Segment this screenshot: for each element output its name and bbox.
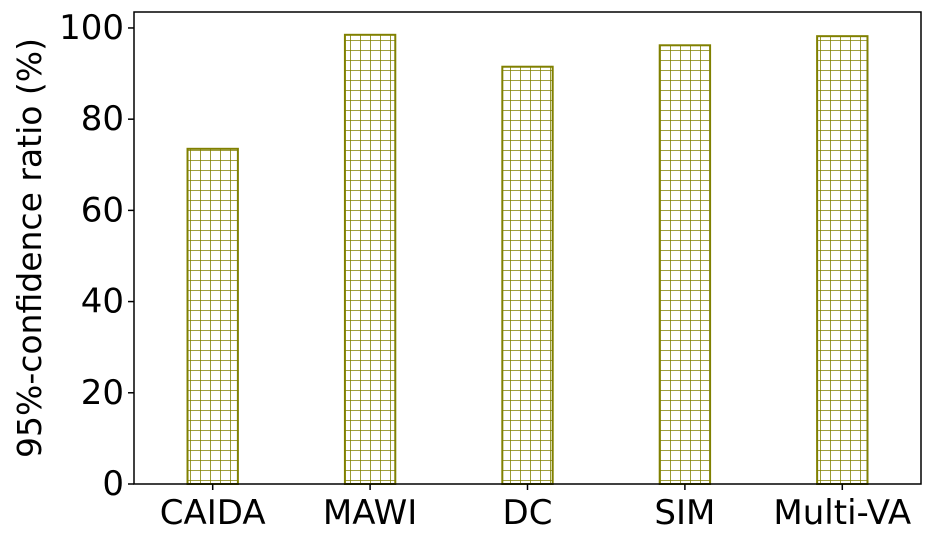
y-axis-label: 95%-confidence ratio (%): [10, 38, 49, 458]
y-axis: 0 20 40 60 80 100: [59, 8, 134, 504]
bar-multi-va: [816, 35, 869, 485]
y-tick-label: 80: [81, 99, 124, 139]
bars-layer: [186, 33, 869, 486]
y-tick-label: 0: [102, 464, 124, 504]
bar-sim: [658, 44, 712, 485]
x-axis: CAIDA MAWI DC SIM Multi-VA: [160, 484, 911, 533]
x-tick-label: CAIDA: [160, 493, 266, 533]
x-tick-label: MAWI: [323, 493, 417, 533]
bar-dc: [501, 65, 554, 485]
x-tick-label: DC: [503, 493, 553, 533]
y-tick-label: 100: [59, 8, 124, 48]
y-tick-label: 40: [81, 282, 124, 322]
x-tick-label: SIM: [654, 493, 715, 533]
y-tick-label: 20: [81, 373, 124, 413]
y-tick-label: 60: [81, 190, 124, 230]
x-tick-label: Multi-VA: [773, 493, 911, 533]
bar-caida: [186, 147, 239, 485]
bar-mawi: [343, 33, 397, 486]
